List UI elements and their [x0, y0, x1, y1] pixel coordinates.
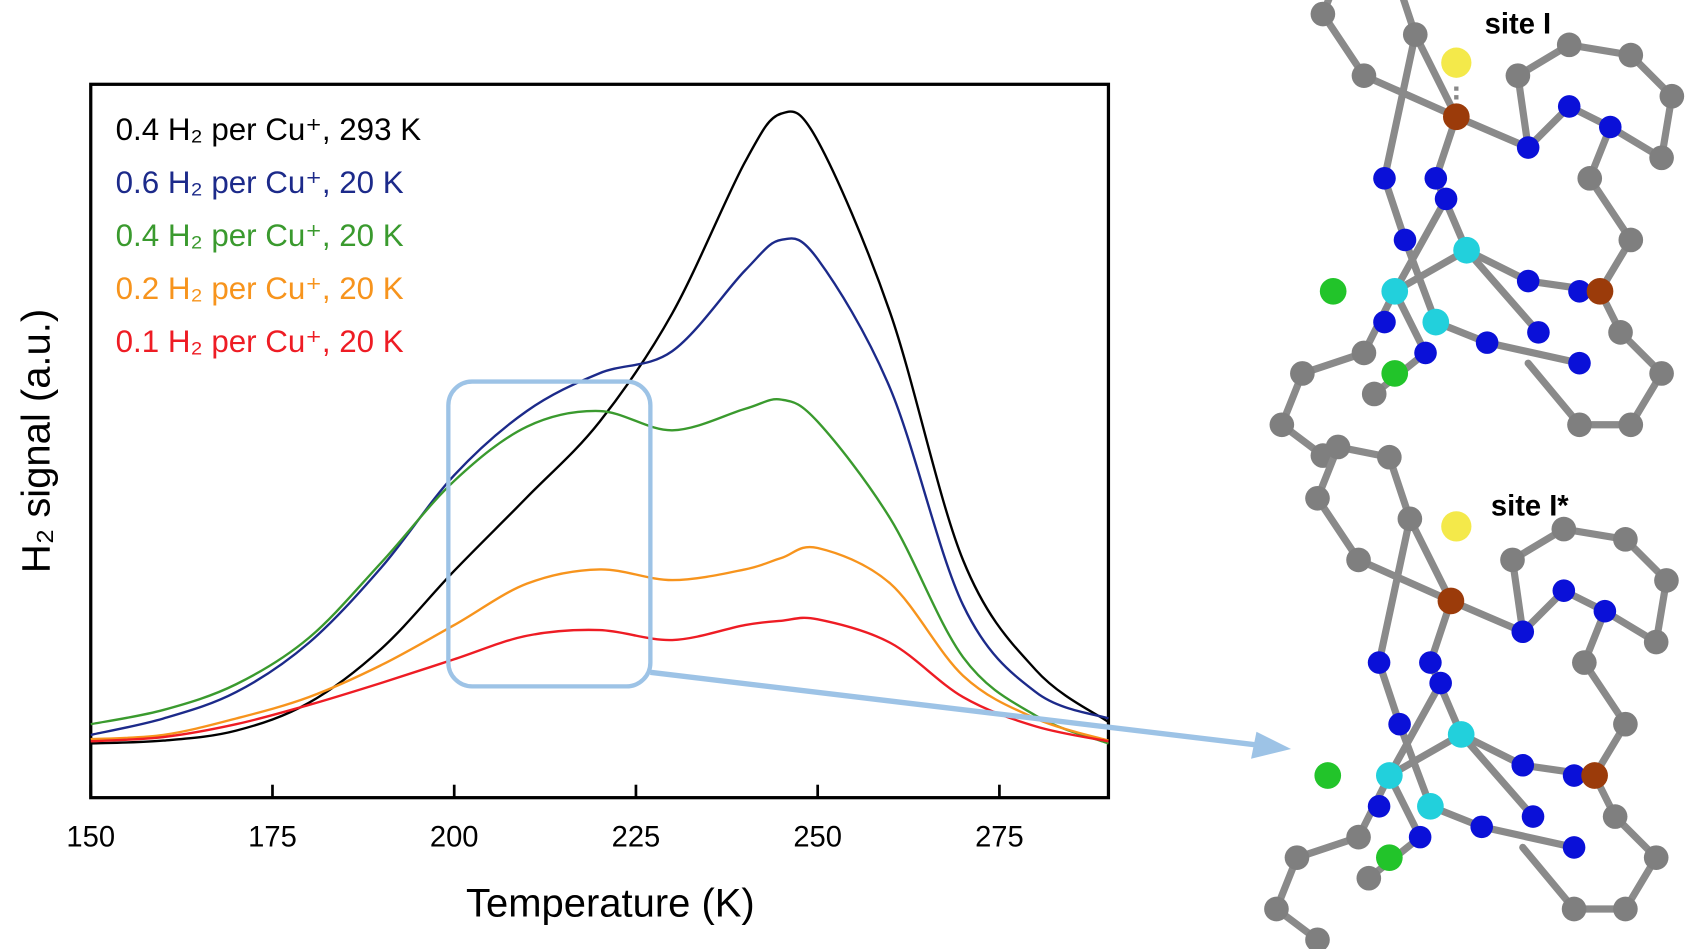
x-tick-label: 225: [612, 821, 661, 853]
x-tick-label: 275: [975, 821, 1024, 853]
site-label: site I*: [1491, 491, 1569, 523]
series-line: [90, 545, 1109, 742]
y-axis-title: H₂ signal (a.u.): [14, 309, 58, 573]
x-tick-label: 150: [66, 821, 115, 853]
x-axis-title: Temperature (K): [466, 881, 755, 925]
legend-entry: 0.1 H₂ per Cu⁺, 20 K: [116, 324, 404, 359]
structure-bottom: site I*: [1264, 435, 1679, 949]
plot-frame: [89, 82, 1111, 800]
series-line: [90, 398, 1109, 745]
series-line: [90, 110, 1110, 745]
legend-entry: 0.2 H₂ per Cu⁺, 20 K: [116, 271, 404, 306]
legend-entry: 0.4 H₂ per Cu⁺, 293 K: [116, 112, 422, 147]
plot-area: 150 175 200 225 250 275 0.4 H₂ per Cu⁺, 293 K 0…: [66, 110, 1110, 853]
legend-entry: 0.4 H₂ per Cu⁺, 20 K: [116, 218, 404, 253]
arrowhead: [1251, 731, 1292, 759]
series-line: [90, 616, 1109, 743]
x-tick-label: 250: [793, 821, 842, 853]
legend-entry: 0.6 H₂ per Cu⁺, 20 K: [116, 165, 404, 200]
highlight-box: [446, 379, 653, 689]
series-line: [90, 237, 1109, 737]
site-label: site I: [1485, 9, 1551, 41]
arrow: [650, 669, 1265, 749]
structure-top: site I: [1270, 0, 1685, 468]
x-tick-label: 200: [430, 821, 479, 853]
x-tick-label: 175: [248, 821, 297, 853]
